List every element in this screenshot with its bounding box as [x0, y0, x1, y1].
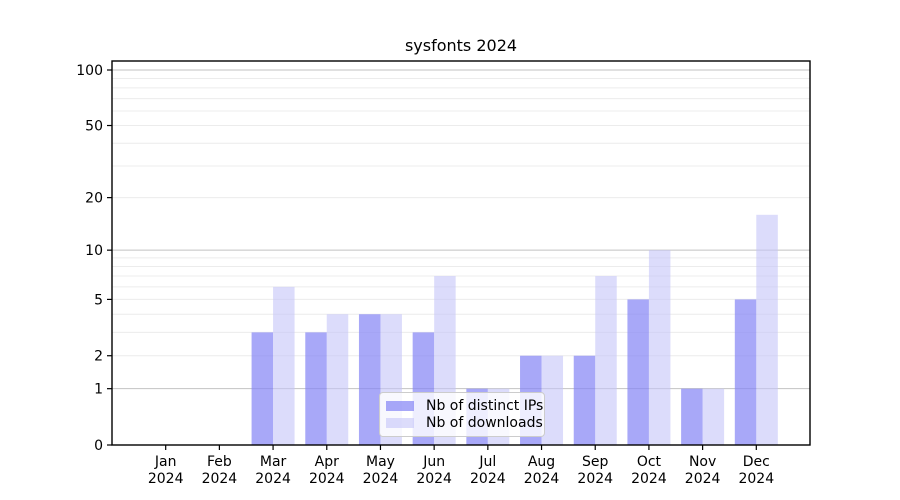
y-tick-label-2: 2: [94, 349, 103, 365]
x-tick-label-month-dec: Dec: [743, 454, 770, 470]
y-tick-label-0: 0: [94, 438, 103, 454]
y-tick-label-5: 5: [94, 292, 103, 308]
x-tick-label-month-mar: Mar: [260, 454, 287, 470]
x-tick-label-year-may: 2024: [363, 471, 399, 487]
bar-downloads-aug: [541, 355, 564, 445]
y-tick-label-10: 10: [85, 243, 103, 259]
legend-label-downloads: Nb of downloads: [426, 415, 543, 432]
bar-downloads-mar: [273, 286, 295, 445]
bar-ips-dec: [734, 299, 757, 445]
x-tick-label-month-jul: Jul: [478, 454, 496, 470]
bar-ips-sep: [573, 355, 596, 445]
bar-downloads-oct: [648, 250, 671, 445]
x-tick-label-month-aug: Aug: [528, 454, 555, 470]
bar-ips-nov: [681, 388, 703, 445]
y-tick-label-20: 20: [85, 191, 103, 207]
bar-downloads-sep: [595, 276, 617, 445]
x-tick-label-year-mar: 2024: [255, 471, 291, 487]
y-tick-label-50: 50: [85, 119, 103, 135]
x-tick-label-year-dec: 2024: [738, 471, 774, 487]
legend-swatch-downloads: [386, 418, 414, 429]
x-tick-label-month-sep: Sep: [582, 454, 609, 470]
bar-downloads-nov: [702, 388, 725, 445]
x-tick-label-year-oct: 2024: [631, 471, 667, 487]
bar-downloads-dec: [756, 214, 778, 445]
chart-title: sysfonts 2024: [404, 36, 518, 55]
legend-item-distinct-ips: Nb of distinct IPs: [386, 399, 543, 413]
x-tick-label-year-jan: 2024: [148, 471, 184, 487]
x-tick-label-year-aug: 2024: [524, 471, 560, 487]
x-tick-label-month-feb: Feb: [207, 454, 232, 470]
x-tick-label-year-apr: 2024: [309, 471, 345, 487]
legend-swatch-distinct-ips: [386, 400, 414, 411]
y-tick-label-1: 1: [94, 382, 103, 398]
bar-ips-may: [358, 314, 381, 445]
bar-ips-apr: [305, 332, 327, 445]
legend: Nb of distinct IPs Nb of downloads: [379, 392, 545, 437]
x-tick-label-year-nov: 2024: [685, 471, 721, 487]
x-tick-label-year-feb: 2024: [202, 471, 238, 487]
x-tick-label-month-jan: Jan: [154, 454, 177, 470]
x-tick-label-month-apr: Apr: [315, 454, 339, 470]
bar-downloads-apr: [326, 314, 349, 445]
x-tick-label-month-oct: Oct: [637, 454, 662, 470]
plot-frame: [111, 60, 811, 446]
y-tick-label-100: 100: [76, 63, 103, 79]
legend-item-downloads: Nb of downloads: [386, 416, 543, 430]
bar-ips-oct: [627, 299, 649, 445]
x-tick-label-month-may: May: [366, 454, 395, 470]
bar-ips-mar: [251, 332, 274, 445]
x-tick-label-month-jun: Jun: [422, 454, 445, 470]
legend-label-distinct-ips: Nb of distinct IPs: [426, 397, 544, 414]
x-tick-label-month-nov: Nov: [689, 454, 716, 470]
x-tick-label-year-jul: 2024: [470, 471, 506, 487]
x-tick-label-year-sep: 2024: [577, 471, 613, 487]
x-tick-label-year-jun: 2024: [416, 471, 452, 487]
